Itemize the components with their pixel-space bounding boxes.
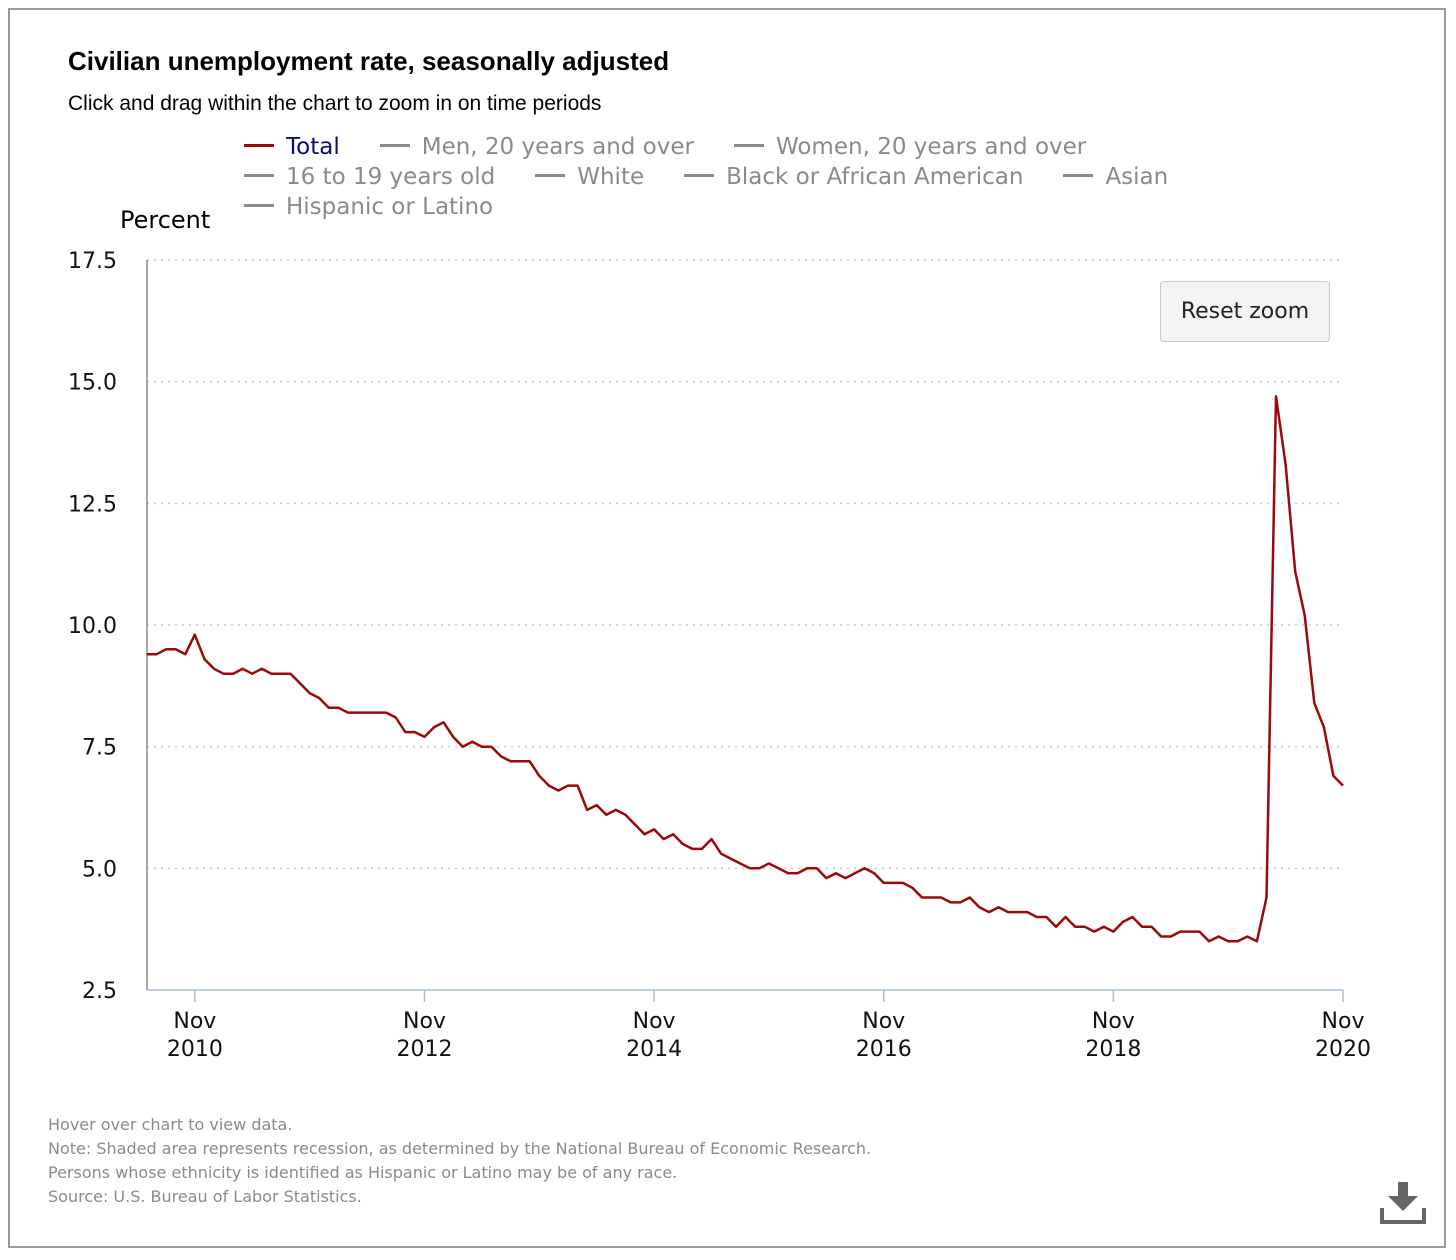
x-tick-year: 2010 [167,1037,223,1062]
x-tick-year: 2020 [1315,1037,1371,1062]
legend-item[interactable]: Women, 20 years and over [733,134,1087,160]
legend-swatch [1063,174,1094,177]
legend-label: Asian [1105,164,1169,190]
legend-row: 16 to 19 years old White Black or African … [244,164,1244,194]
x-tick-month: Nov [1322,1009,1365,1034]
y-tick-label: 17.5 [68,249,117,274]
x-tick-month: Nov [173,1009,216,1034]
legend-swatch [244,204,274,207]
download-icon[interactable] [1378,1178,1428,1228]
legend-label: Women, 20 years and over [775,134,1087,160]
note-hover: Hover over chart to view data. [48,1115,293,1134]
y-tick-label: 15.0 [68,371,117,396]
x-tick-month: Nov [1092,1009,1135,1034]
legend-item[interactable]: Hispanic or Latino [244,194,493,220]
reset-zoom-button[interactable]: Reset zoom [1160,281,1330,342]
x-tick-month: Nov [633,1009,676,1034]
chart-frame [8,8,1446,1248]
legend-row: Hispanic or Latino [244,194,1244,224]
legend-item[interactable]: Asian [1063,164,1168,190]
legend-label: Black or African American [726,164,1024,190]
legend-swatch [684,174,715,177]
legend-item[interactable]: 16 to 19 years old [244,164,495,190]
y-tick-label: 7.5 [82,736,117,761]
y-tick-label: 10.0 [68,614,117,639]
legend-label: 16 to 19 years old [286,164,496,190]
x-tick-year: 2012 [396,1037,452,1062]
chart-subtitle: Click and drag within the chart to zoom … [68,92,602,115]
legend-item[interactable]: Total [244,134,340,160]
legend-swatch [535,174,566,177]
legend-label: Hispanic or Latino [286,194,494,220]
y-tick-label: 2.5 [82,979,117,1004]
note-hispanic: Persons whose ethnicity is identified as… [48,1163,678,1182]
legend-swatch [244,144,274,147]
note-recession: Note: Shaded area represents recession, … [48,1139,872,1158]
x-tick-year: 2016 [856,1037,912,1062]
y-tick-label: 12.5 [68,492,117,517]
legend-label: Men, 20 years and over [421,134,694,160]
x-tick-year: 2014 [626,1037,682,1062]
y-tick-label: 5.0 [82,857,117,882]
legend-item[interactable]: Black or African American [684,164,1023,190]
legend-row: Total Men, 20 years and over Women, 20 yea… [244,134,1244,164]
x-tick-month: Nov [403,1009,446,1034]
x-tick-year: 2018 [1085,1037,1141,1062]
series-line-total[interactable] [147,395,1344,943]
legend-swatch [733,144,764,147]
legend-swatch [244,174,274,177]
footer-notes: Hover over chart to view data. Note: Sha… [48,1113,871,1209]
x-tick-month: Nov [862,1009,905,1034]
legend-label: White [577,164,645,190]
chart-title: Civilian unemployment rate, seasonally a… [68,46,670,76]
legend-item[interactable]: White [535,164,644,190]
note-source: Source: U.S. Bureau of Labor Statistics. [48,1187,362,1206]
legend-label: Total [286,134,340,160]
legend-item[interactable]: Men, 20 years and over [379,134,694,160]
y-axis-label: Percent [120,206,211,234]
legend-swatch [379,144,410,147]
legend: Total Men, 20 years and over Women, 20 yea… [244,134,1244,224]
